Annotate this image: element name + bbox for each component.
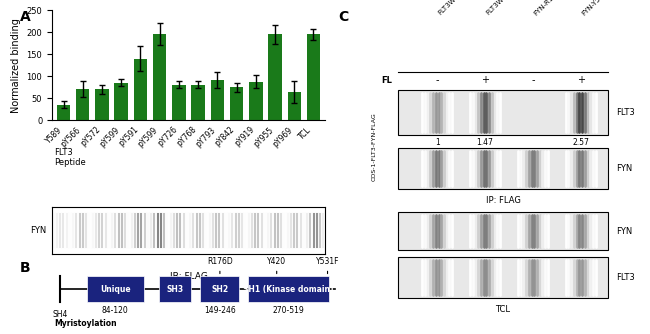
- Text: 1.47: 1.47: [476, 138, 493, 147]
- Bar: [398, 90, 608, 135]
- Text: R176D: R176D: [207, 257, 233, 274]
- Bar: [248, 276, 329, 302]
- Text: FLT3WT/FYN: FLT3WT/FYN: [485, 0, 519, 16]
- Text: -: -: [531, 75, 534, 86]
- Bar: [398, 212, 608, 250]
- Bar: [249, 82, 263, 120]
- Text: COS-1-FLT3-FYN-FLAG: COS-1-FLT3-FYN-FLAG: [372, 112, 377, 181]
- Bar: [230, 87, 243, 120]
- Text: FYN: FYN: [31, 226, 47, 235]
- Text: +: +: [577, 75, 585, 86]
- Text: FYN: FYN: [617, 227, 633, 235]
- Text: FYN-R176D: FYN-R176D: [533, 0, 565, 16]
- Y-axis label: Normalized binding: Normalized binding: [11, 18, 21, 113]
- Text: -: -: [436, 75, 439, 86]
- Bar: [96, 90, 109, 120]
- Text: FLT3
Peptide: FLT3 Peptide: [54, 148, 86, 167]
- Text: +: +: [481, 75, 489, 86]
- Bar: [172, 85, 186, 120]
- Bar: [200, 276, 239, 302]
- Bar: [114, 83, 128, 120]
- Text: Y420: Y420: [267, 257, 286, 274]
- Bar: [191, 85, 205, 120]
- Text: 149-246: 149-246: [204, 306, 236, 315]
- Text: FLT3: FLT3: [617, 273, 635, 282]
- Text: A: A: [20, 10, 31, 24]
- Bar: [398, 148, 608, 189]
- Text: 2.57: 2.57: [572, 138, 589, 147]
- Bar: [57, 105, 70, 120]
- Bar: [87, 276, 144, 302]
- Text: FYN-Y531F: FYN-Y531F: [580, 0, 611, 16]
- Text: FYN: FYN: [617, 164, 633, 173]
- Text: C: C: [338, 10, 348, 24]
- Text: TCL: TCL: [495, 305, 510, 314]
- Bar: [159, 276, 192, 302]
- Text: B: B: [20, 261, 30, 275]
- Text: 270-519: 270-519: [273, 306, 305, 315]
- Text: IB: FLAG: IB: FLAG: [170, 272, 207, 281]
- Bar: [268, 34, 281, 120]
- Text: SH1 (Kinase domain): SH1 (Kinase domain): [243, 285, 334, 294]
- Bar: [134, 58, 147, 120]
- Text: Unique: Unique: [100, 285, 131, 294]
- Text: Y531F: Y531F: [316, 257, 339, 274]
- Text: SH3: SH3: [166, 285, 183, 294]
- Text: SH4: SH4: [52, 310, 68, 319]
- Bar: [76, 90, 90, 120]
- Bar: [307, 34, 320, 120]
- Text: Myristoylation: Myristoylation: [54, 319, 116, 328]
- Text: FLT3: FLT3: [617, 108, 635, 117]
- Text: FL: FL: [382, 76, 393, 85]
- Text: SH2: SH2: [211, 285, 228, 294]
- Text: IP: FLAG: IP: FLAG: [486, 196, 521, 205]
- Text: 84-120: 84-120: [102, 306, 129, 315]
- Bar: [287, 92, 301, 120]
- Bar: [398, 257, 608, 299]
- Text: FLT3WT/FYN: FLT3WT/FYN: [437, 0, 471, 16]
- Bar: [153, 34, 166, 120]
- Text: 1: 1: [435, 138, 439, 147]
- Bar: [211, 80, 224, 120]
